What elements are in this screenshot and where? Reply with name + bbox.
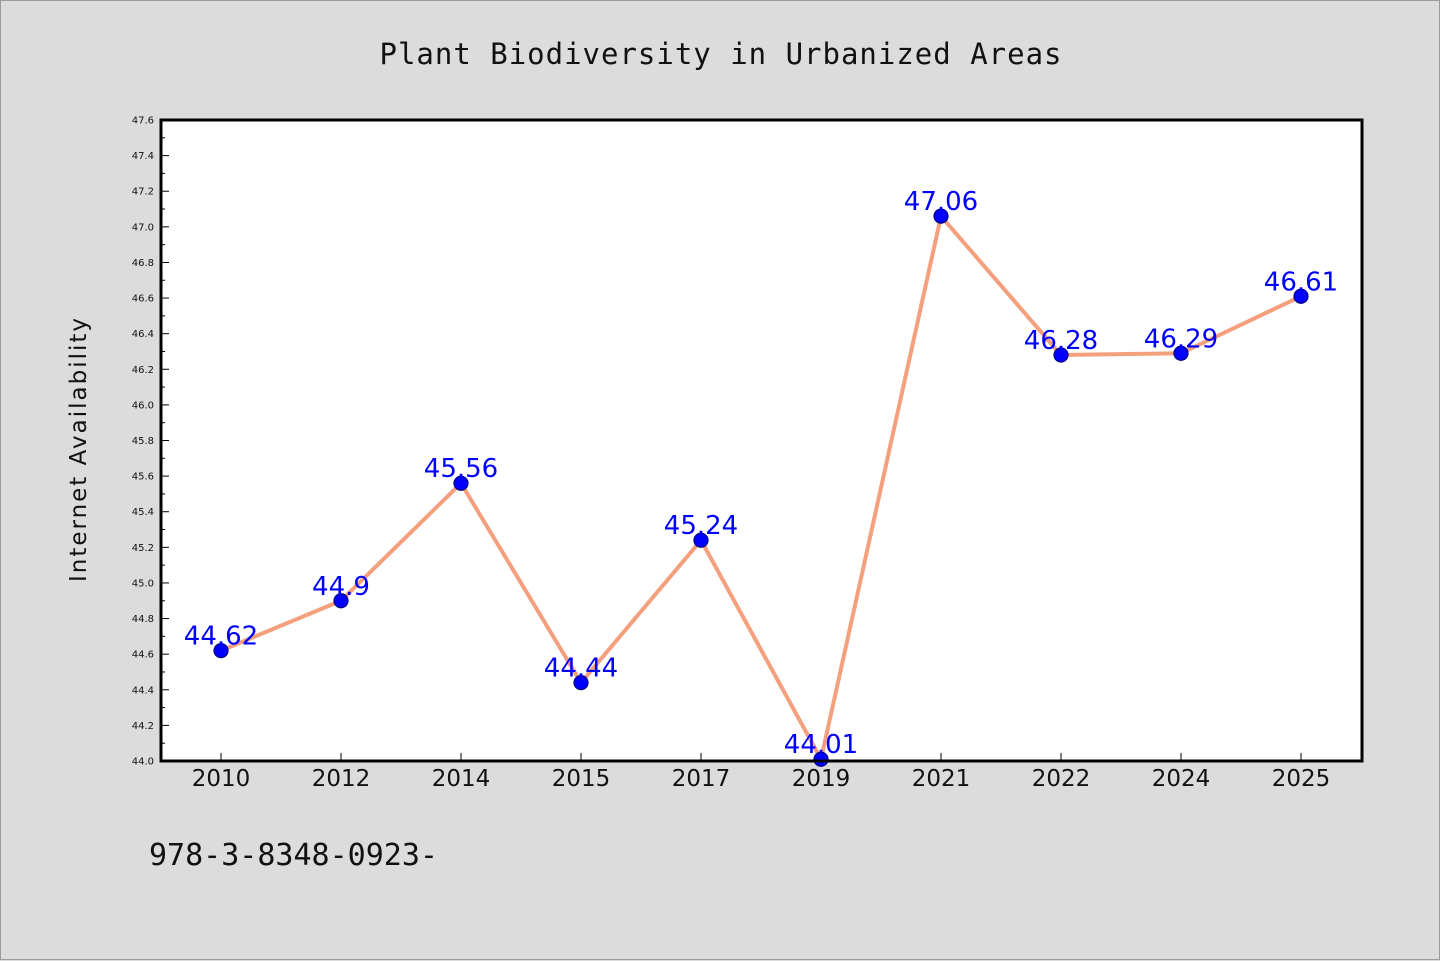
- data-point: [813, 751, 829, 767]
- data-label: 46.28: [1024, 326, 1098, 356]
- data-label: 46.61: [1264, 267, 1338, 297]
- data-point: [573, 675, 589, 691]
- x-tick-label: 2010: [192, 766, 251, 792]
- data-point: [453, 475, 469, 491]
- data-label: 45.24: [664, 511, 738, 541]
- y-axis-label: Internet Availability: [66, 316, 92, 582]
- series-line: [219, 214, 1303, 762]
- x-axis-ticks: 2010 2012 2014 2015 2017 2019 2021 2022 2024 2025: [192, 753, 1331, 792]
- series-group: 44.62 44.9 45.56 44.44 45.24 44.01 47.06 46.28 4…: [184, 187, 1338, 767]
- data-label: 44.9: [312, 572, 370, 602]
- y-tick-label: 45.2: [132, 543, 154, 554]
- y-tick-label: 47.6: [132, 116, 154, 127]
- data-point: [693, 532, 709, 548]
- plot-frame: [159, 118, 1364, 763]
- y-tick-label: 46.6: [132, 294, 154, 305]
- x-tick-label: 2019: [792, 766, 851, 792]
- x-tick-label: 2021: [912, 766, 971, 792]
- data-point: [213, 643, 229, 659]
- data-point: [333, 593, 349, 609]
- x-tick-label: 2015: [552, 766, 611, 792]
- y-tick-label: 47.0: [132, 222, 154, 233]
- data-point: [1053, 347, 1069, 363]
- data-label: 44.44: [544, 654, 618, 684]
- y-tick-label: 46.0: [132, 400, 154, 411]
- x-tick-label: 2025: [1272, 766, 1331, 792]
- data-point: [1173, 345, 1189, 361]
- y-tick-label: 44.4: [132, 685, 154, 696]
- y-tick-label: 47.4: [132, 151, 154, 162]
- y-tick-label: 45.0: [132, 578, 154, 589]
- y-tick-label: 44.2: [132, 721, 154, 732]
- y-tick-label: 45.4: [132, 507, 154, 518]
- y-tick-label: 46.4: [132, 329, 154, 340]
- data-label: 44.62: [184, 622, 258, 652]
- data-label: 46.29: [1144, 324, 1218, 354]
- x-tick-label: 2024: [1152, 766, 1211, 792]
- y-tick-label: 47.2: [132, 187, 154, 198]
- data-label: 47.06: [904, 187, 978, 217]
- data-label: 45.56: [424, 454, 498, 484]
- y-tick-label: 46.2: [132, 365, 154, 376]
- data-point: [1293, 288, 1309, 304]
- x-tick-label: 2012: [312, 766, 371, 792]
- x-tick-label: 2017: [672, 766, 731, 792]
- y-tick-label: 44.8: [132, 614, 154, 625]
- y-axis-ticks: 44.0 44.2 44.4 44.6 44.8 45.0 45.2 45.4 45.6 45.8…: [132, 116, 169, 768]
- y-tick-label: 44.6: [132, 650, 154, 661]
- chart-title: Plant Biodiversity in Urbanized Areas: [379, 37, 1062, 71]
- data-point: [933, 208, 949, 224]
- data-label: 44.01: [784, 730, 858, 760]
- y-tick-label: 45.6: [132, 472, 154, 483]
- plot-area: [161, 120, 1362, 761]
- y-tick-label: 46.8: [132, 258, 154, 269]
- x-tick-label: 2022: [1032, 766, 1091, 792]
- footer-code: 978-3-8348-0923-: [149, 838, 438, 873]
- y-tick-label: 44.0: [132, 757, 154, 768]
- y-tick-label: 45.8: [132, 436, 154, 447]
- x-tick-label: 2014: [432, 766, 491, 792]
